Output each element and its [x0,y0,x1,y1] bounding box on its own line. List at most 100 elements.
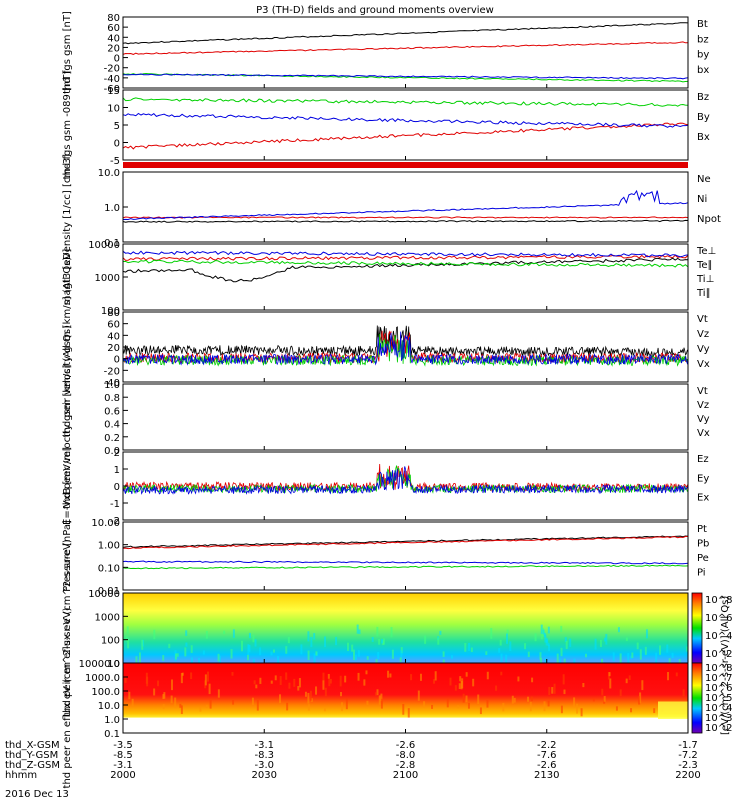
legend-Bx: Bx [697,132,710,143]
spectrogram-texture [442,651,445,657]
legend-Bz: Bz [697,92,709,103]
legend-bx: bx [697,65,709,76]
y-tick-label: 0 [114,355,120,366]
spectrogram-texture [645,629,648,639]
spectrogram-texture [644,646,647,655]
spectrogram-texture [179,703,182,708]
spectrogram-texture [678,658,681,664]
spectrogram-texture [309,690,312,701]
legend-bz: bz [697,34,709,45]
spectrogram-texture [603,700,606,704]
spectrogram-texture [686,646,689,652]
spectrogram-texture [638,696,641,705]
spectrogram-texture [205,704,208,708]
y-tick-label: -60 [104,84,120,95]
spectrogram-texture [560,625,563,633]
y-tick-label: -20 [104,366,120,377]
legend-Te⊥: Te⊥ [696,246,716,257]
y-tick-label: 10000 [88,589,120,600]
spectrogram-texture [540,657,543,664]
spectrogram-texture [547,626,550,634]
y-tick-label: 0.01 [98,586,120,597]
colorbar-label: [eV/(cm^2-s-sr-eV)] (All Qs) [720,596,731,735]
spectrogram-texture [286,702,289,711]
x-row-value: -3.5 [113,740,133,751]
spectrogram-texture [248,644,251,653]
spectrogram-texture [218,655,221,664]
spectrogram-texture [603,696,606,702]
spectrogram-texture [380,693,383,702]
spectrogram-texture [619,653,622,664]
spectrogram-texture [625,678,628,684]
spectrogram-texture [247,644,250,655]
y-tick-label: 10.00 [91,518,120,529]
spectrogram-texture [467,702,470,709]
spectrogram-texture [339,675,342,687]
spectrogram-texture [601,688,604,696]
spectrogram-texture [506,629,509,635]
spectrogram-texture [205,630,208,639]
spectrogram-texture [639,649,642,660]
y-tick-label: 80 [107,308,120,319]
series-line-Vx [122,331,689,366]
spectrogram-texture [608,672,611,677]
y-tick-label: 1.0 [104,715,120,726]
y-tick-label: 10000 [88,240,120,251]
spectrogram-texture [585,653,588,658]
spectrogram-texture [246,654,249,661]
spectrogram-texture [357,650,360,657]
spectrogram-texture [439,630,442,635]
x-row-value: 2200 [675,770,700,781]
spectrogram-texture [666,644,669,653]
y-tick-label: 80 [107,13,120,24]
series-line-Bt [122,22,689,45]
spectrogram-texture [346,642,349,651]
x-row-value: -8.3 [254,750,274,761]
spectrogram-texture [153,688,156,696]
y-tick-label: 0.1 [104,729,120,740]
spectrogram-texture [354,654,357,661]
spectrogram-texture [377,651,380,659]
series-line-By [122,97,689,107]
colorbar-tick: 10^5 [705,693,732,704]
panel-4: 10000 1000 100 Te⊥ Te∥ Ti⊥ Ti∥ [88,240,716,317]
spectrogram-texture [454,685,457,691]
spectrogram-texture [180,672,183,684]
spectrogram-texture [675,672,678,677]
y-tick-label: 1.0 [104,380,120,391]
spectrogram-texture [639,692,642,704]
spectrogram-texture [322,672,325,682]
spectrogram-texture [560,705,563,714]
spectrogram-texture [506,633,509,644]
spectrogram-texture [617,627,620,633]
y-tick-label: 20 [107,343,120,354]
x-row-value: 2030 [252,770,277,781]
spectrogram-texture [344,675,347,683]
spectrogram-texture [297,685,300,691]
y-tick-label: 1 [114,465,120,476]
legend-Pi: Pi [697,568,706,579]
spectrogram-texture [544,658,547,664]
colorbar-tick: 10^4 [705,631,732,642]
spectrogram-texture [402,703,405,715]
panel-9: 10000 1000 100 10 [88,589,689,670]
spectrogram-texture [527,696,530,702]
spectrogram-texture [461,678,464,689]
spectrogram-texture [529,701,532,712]
series-line-Bz [122,122,689,150]
spectrogram-texture [313,633,316,640]
x-row-value: -2.6 [396,740,416,751]
x-row-value: -2.2 [537,740,557,751]
spectrogram-texture [543,701,546,712]
panel-frame [122,243,689,311]
spectrogram-texture [285,672,288,680]
spectrogram-texture [230,649,233,659]
spectrogram-texture [190,645,193,653]
x-row-label: hhmm [5,770,37,781]
colorbar-electron [691,662,703,734]
spectrogram-texture [162,655,165,661]
panel-frame [122,383,689,451]
spectrogram-texture [423,701,426,708]
spectrogram-feature [658,701,688,719]
spectrogram-texture [366,700,369,705]
